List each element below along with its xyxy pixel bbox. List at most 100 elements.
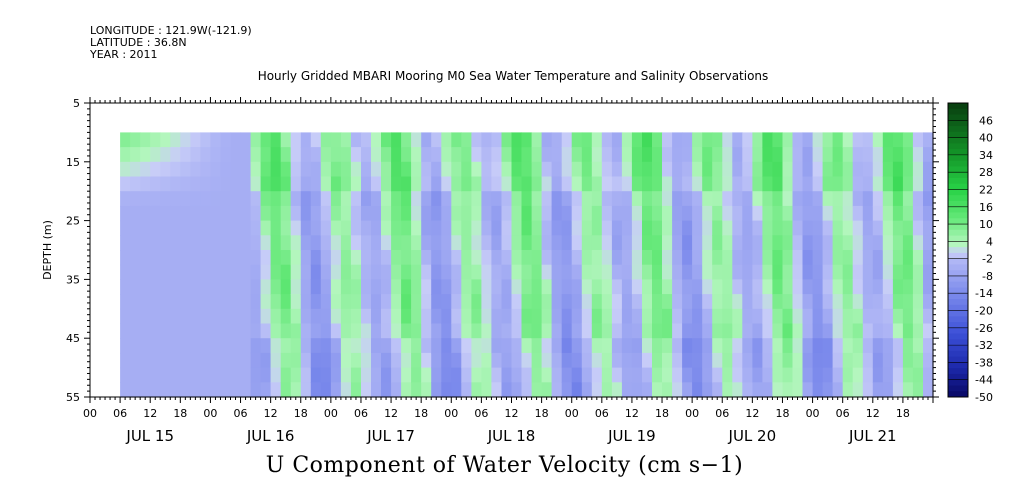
heatmap-cell — [170, 264, 181, 280]
heatmap-cell — [621, 147, 633, 163]
heatmap-cell — [611, 294, 623, 310]
heatmap-cell — [652, 352, 663, 369]
x-tick-label: 12 — [264, 407, 278, 420]
heatmap-cell — [672, 352, 683, 369]
heatmap-cell — [591, 367, 603, 383]
heatmap-cell — [300, 264, 312, 280]
heatmap-cell — [270, 191, 282, 207]
colorbar-segment — [948, 293, 968, 300]
heatmap-cell — [270, 132, 282, 148]
heatmap-cell — [652, 205, 663, 222]
heatmap-cell — [481, 279, 492, 295]
heatmap-cell — [150, 147, 161, 163]
heatmap-cell — [902, 264, 914, 280]
heatmap-cell — [120, 132, 131, 148]
heatmap-cell — [150, 235, 161, 251]
heatmap-cell — [230, 294, 242, 310]
heatmap-cell — [170, 161, 181, 178]
heatmap-cell — [200, 132, 211, 148]
heatmap-cell — [621, 338, 633, 354]
heatmap-cell — [491, 338, 502, 354]
heatmap-cell — [642, 279, 653, 295]
heatmap-cell — [140, 382, 151, 398]
heatmap-cell — [180, 382, 191, 398]
heatmap-cell — [220, 308, 232, 325]
heatmap-cell — [772, 308, 783, 325]
heatmap-cell — [471, 352, 482, 369]
heatmap-cell — [631, 382, 643, 398]
heatmap-cell — [210, 338, 221, 354]
heatmap-cell — [692, 294, 703, 310]
heatmap-cell — [451, 132, 462, 148]
heatmap-cell — [561, 132, 573, 148]
heatmap-cell — [812, 250, 824, 266]
heatmap-cell — [170, 382, 181, 398]
heatmap-cell — [621, 264, 633, 280]
heatmap-cell — [852, 294, 864, 310]
heatmap-cell — [491, 161, 502, 178]
heatmap-cell — [300, 235, 312, 251]
heatmap-cell — [732, 264, 743, 280]
heatmap-cell — [531, 191, 543, 207]
heatmap-cell — [310, 352, 322, 369]
heatmap-cell — [441, 191, 452, 207]
heatmap-cell — [842, 176, 854, 192]
heatmap-cell — [712, 176, 723, 192]
heatmap-cell — [511, 323, 523, 339]
heatmap-cell — [501, 367, 513, 383]
heatmap-cell — [120, 264, 131, 280]
heatmap-cell — [672, 279, 683, 295]
heatmap-cell — [330, 147, 342, 163]
heatmap-cell — [682, 205, 693, 222]
x-day-label: JUL 21 — [848, 427, 897, 445]
heatmap-cell — [792, 220, 804, 236]
heatmap-cell — [892, 338, 904, 354]
heatmap-cell — [872, 279, 884, 295]
heatmap-cell — [631, 250, 643, 266]
heatmap-cell — [642, 132, 653, 148]
heatmap-cell — [812, 161, 824, 178]
heatmap-cell — [732, 250, 743, 266]
y-tick-label: 15 — [66, 156, 80, 169]
colorbar-segment — [948, 333, 968, 340]
heatmap-cell — [862, 220, 874, 236]
heatmap-cell — [541, 132, 553, 148]
colorbar-segment — [948, 316, 968, 323]
colorbar-segment — [948, 385, 968, 392]
heatmap-cell — [892, 352, 904, 369]
heatmap-cell — [230, 176, 242, 192]
heatmap-cell — [140, 147, 151, 163]
heatmap-cell — [822, 294, 834, 310]
heatmap-cell — [862, 205, 874, 222]
heatmap-cell — [471, 176, 482, 192]
colorbar-label: 40 — [979, 132, 993, 145]
heatmap-cell — [772, 279, 783, 295]
heatmap-cell — [170, 308, 181, 325]
heatmap-cell — [491, 294, 502, 310]
heatmap-cell — [722, 338, 733, 354]
heatmap-cell — [431, 279, 442, 295]
heatmap-cell — [762, 294, 773, 310]
heatmap-cell — [220, 367, 232, 383]
heatmap-cell — [652, 308, 663, 325]
heatmap-cell — [762, 250, 773, 266]
heatmap-cell — [361, 147, 372, 163]
heatmap-cell — [491, 205, 502, 222]
heatmap-cell — [742, 191, 753, 207]
heatmap-cell — [722, 294, 733, 310]
heatmap-cell — [712, 323, 723, 339]
heatmap-cell — [270, 352, 282, 369]
heatmap-cell — [220, 294, 232, 310]
heatmap-cell — [300, 382, 312, 398]
heatmap-cell — [601, 191, 613, 207]
heatmap-cell — [150, 382, 161, 398]
heatmap-cell — [411, 205, 422, 222]
heatmap-cell — [230, 235, 242, 251]
heatmap-cell — [310, 176, 322, 192]
heatmap-cell — [902, 279, 914, 295]
heatmap-cell — [772, 250, 783, 266]
heatmap-cell — [160, 132, 171, 148]
heatmap-cell — [571, 220, 583, 236]
heatmap-cell — [832, 191, 844, 207]
heatmap-cell — [361, 264, 372, 280]
